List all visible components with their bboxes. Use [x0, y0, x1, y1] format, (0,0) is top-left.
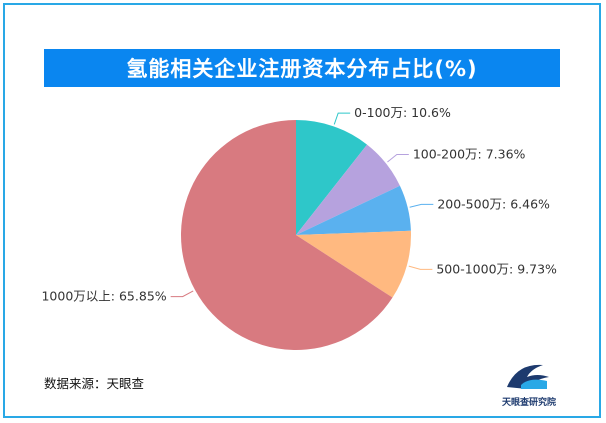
leader-line-1 — [387, 154, 409, 163]
tianyancha-logo: 天眼查研究院 — [497, 355, 561, 408]
slice-label-3: 500-1000万: 9.73% — [436, 261, 557, 276]
leader-line-0 — [333, 112, 351, 125]
pie-slices — [181, 120, 411, 350]
leader-line-4 — [170, 290, 194, 298]
logo-icon — [507, 364, 549, 389]
pie-labels: 0-100万: 10.6% 100-200万: 7.36% 200-500万: 6.… — [41, 105, 557, 304]
leader-line-2 — [409, 203, 434, 208]
pie-slice-4 — [181, 120, 393, 350]
pie-slice-2 — [296, 185, 411, 235]
source-note: 数据来源：天眼查 — [44, 376, 145, 391]
pie-slice-3 — [296, 230, 411, 298]
slice-label-2: 200-500万: 6.46% — [437, 196, 550, 211]
slice-label-4: 1000万以上: 65.85% — [41, 289, 166, 304]
pie-slice-1 — [296, 144, 400, 235]
slice-label-0: 0-100万: 10.6% — [354, 105, 451, 120]
pie-slice-0 — [296, 120, 368, 235]
chart-title: 氢能相关企业注册资本分布占比(%) — [44, 49, 560, 87]
slice-label-1: 100-200万: 7.36% — [413, 147, 526, 162]
logo-text: 天眼查研究院 — [501, 398, 556, 408]
leader-line-3 — [408, 265, 433, 270]
